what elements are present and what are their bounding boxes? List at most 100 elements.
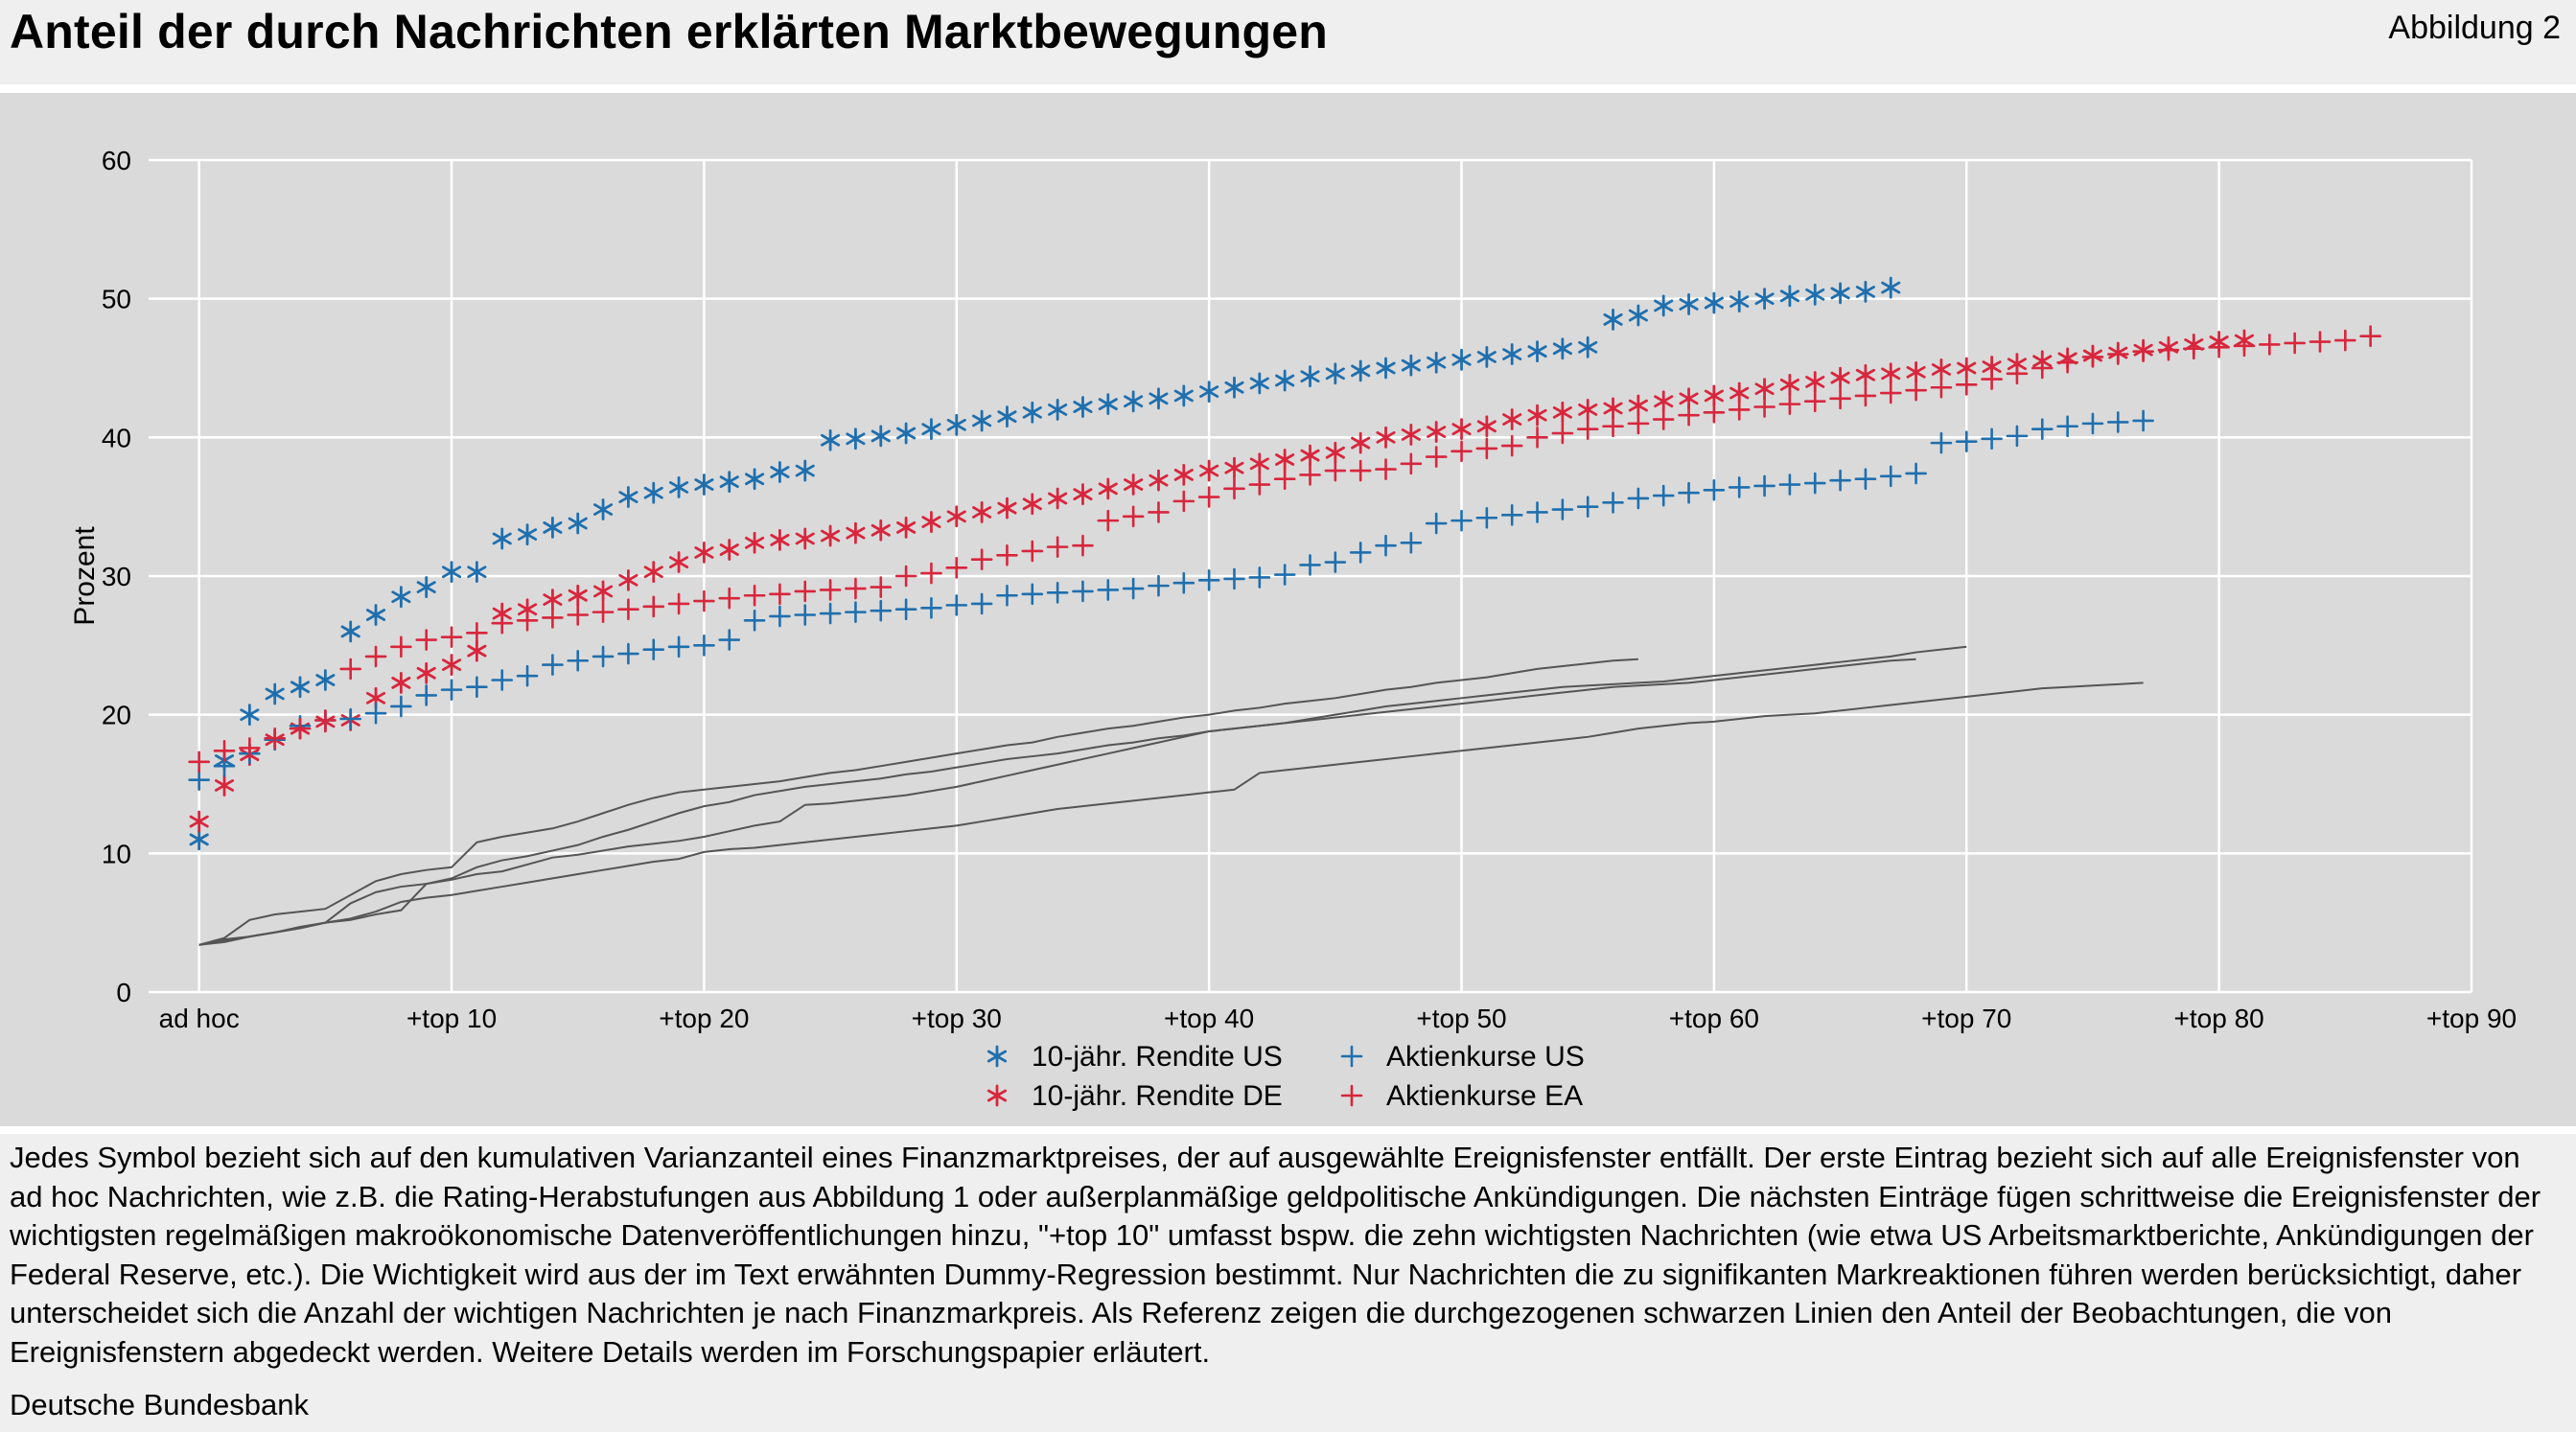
aktienkurse-ea-point (870, 576, 893, 598)
x-tick-label: +top 60 (1669, 1004, 1759, 1033)
10-jaehr-rendite-us-point (618, 486, 638, 508)
aktienkurse-ea-point (466, 622, 488, 644)
aktienkurse-ea-point (1576, 418, 1599, 440)
10-jaehr-rendite-us-point (290, 676, 311, 699)
10-jaehr-rendite-de-point (1149, 469, 1169, 492)
aktienkurse-ea-point (2259, 334, 2281, 356)
aktienkurse-us-point (1627, 487, 1650, 510)
10-jaehr-rendite-us-point (1679, 293, 1699, 315)
aktienkurse-us-point (2006, 425, 2029, 448)
10-jaehr-rendite-de-point (1325, 441, 1345, 464)
aktienkurse-ea-point (1753, 396, 1775, 418)
aktienkurse-ea-point (2334, 329, 2356, 352)
aktienkurse-us-point (870, 599, 893, 622)
10-jaehr-rendite-de-point (1779, 373, 1799, 396)
aktienkurse-ea-point (440, 626, 463, 648)
coverage-line-4 (198, 681, 2144, 946)
10-jaehr-rendite-us-point (1073, 396, 1093, 418)
aktienkurse-ea-point (1879, 381, 1902, 404)
10-jaehr-rendite-de-point (1451, 418, 1472, 441)
10-jaehr-rendite-us-point (694, 473, 714, 496)
10-jaehr-rendite-us-point (1048, 398, 1068, 421)
aktienkurse-us-point (1172, 571, 1195, 594)
aktienkurse-us-point (1753, 474, 1775, 497)
10-jaehr-rendite-us-point (441, 561, 462, 584)
10-jaehr-rendite-de-point (1527, 404, 1547, 427)
aktienkurse-us-point (592, 645, 615, 668)
aktienkurse-ea-point (2208, 336, 2230, 358)
aktienkurse-ea-point (1299, 464, 1321, 486)
aktienkurse-ea-point (364, 645, 387, 668)
aktienkurse-ea-point (1627, 412, 1650, 435)
10-jaehr-rendite-de-point (1124, 473, 1144, 496)
aktienkurse-ea-point (1728, 399, 1751, 421)
aktienkurse-ea-point (188, 751, 210, 774)
aktienkurse-ea-point (1046, 536, 1069, 558)
10-jaehr-rendite-de-point (1881, 362, 1901, 385)
10-jaehr-rendite-de-point (568, 584, 588, 607)
10-jaehr-rendite-de-point (1552, 401, 1572, 424)
10-jaehr-rendite-us-point (315, 669, 336, 691)
10-jaehr-rendite-us-point (1376, 357, 1396, 380)
aktienkurse-ea-point (845, 577, 867, 600)
aktienkurse-ea-point (1122, 505, 1145, 528)
aktienkurse-ea-point (996, 543, 1018, 566)
aktienkurse-ea-point (1223, 477, 1245, 500)
aktienkurse-us-point (693, 635, 715, 657)
10-jaehr-rendite-de-point (1376, 426, 1396, 449)
10-jaehr-rendite-us-point (1628, 304, 1648, 327)
10-jaehr-rendite-us-point (1603, 308, 1623, 331)
10-jaehr-rendite-de-point (1830, 366, 1850, 389)
aktienkurse-ea-point (2006, 362, 2029, 385)
chart-panel: 0 10 20 30 40 50 60 ad hoc +top 10 +top 20 +top 30… (0, 93, 2576, 1126)
aktienkurse-us-point (1854, 468, 1877, 491)
10-jaehr-rendite-de-point (1578, 398, 1598, 421)
10-jaehr-rendite-de-point (441, 654, 462, 676)
10-jaehr-rendite-us-point (719, 471, 739, 494)
aktienkurse-us-point (1273, 564, 1296, 586)
aktienkurse-ea-point (1273, 468, 1296, 491)
10-jaehr-rendite-de-point (416, 661, 436, 684)
y-axis-label: Prozent (69, 526, 101, 626)
aktienkurse-ea-point (264, 727, 286, 750)
aktienkurse-us-point (542, 654, 564, 676)
aktienkurse-us-point (1526, 501, 1548, 523)
aktienkurse-ea-point (894, 565, 917, 588)
coverage-line-2 (198, 658, 1638, 946)
aktienkurse-us-point (1021, 583, 1044, 606)
aktienkurse-ea-point (1375, 458, 1397, 480)
aktienkurse-ea-point (314, 709, 337, 731)
legend-label: Aktienkurse US (1386, 1041, 1585, 1073)
10-jaehr-rendite-us-point (896, 422, 917, 445)
10-jaehr-rendite-us-point (189, 828, 209, 851)
aktienkurse-us-point (1728, 476, 1751, 498)
10-jaehr-rendite-us-point (1527, 340, 1547, 363)
aktienkurse-us-point (2081, 412, 2104, 435)
aktienkurse-us-point (743, 609, 766, 632)
aktienkurse-us-point (1803, 472, 1826, 495)
10-jaehr-rendite-us-point (643, 481, 663, 504)
10-jaehr-rendite-de-point (1401, 424, 1421, 446)
aktienkurse-us-point (894, 598, 917, 621)
10-jaehr-rendite-us-point (795, 459, 815, 482)
aktienkurse-ea-point (1425, 446, 1448, 468)
10-jaehr-rendite-us-point (770, 461, 790, 483)
aktienkurse-ea-point (1197, 486, 1220, 508)
y-tick-label: 30 (102, 562, 131, 591)
10-jaehr-rendite-us-point (1704, 291, 1724, 314)
10-jaehr-rendite-us-point (1300, 365, 1320, 388)
aktienkurse-ea-point (920, 562, 942, 585)
aktienkurse-us-point (845, 601, 867, 623)
10-jaehr-rendite-us-point (1427, 351, 1447, 374)
aktienkurse-us-point (1652, 484, 1675, 507)
10-jaehr-rendite-de-point (1022, 493, 1042, 516)
10-jaehr-rendite-de-point (189, 810, 209, 833)
aktienkurse-us-point (390, 695, 412, 718)
10-jaehr-rendite-de-point (1199, 459, 1219, 482)
10-jaehr-rendite-de-point (921, 511, 941, 533)
10-jaehr-rendite-us-point (593, 498, 614, 520)
10-jaehr-rendite-us-point (1249, 372, 1269, 395)
10-jaehr-rendite-us-point (340, 620, 360, 643)
10-jaehr-rendite-de-point (997, 497, 1017, 520)
10-jaehr-rendite-de-point (543, 589, 563, 611)
